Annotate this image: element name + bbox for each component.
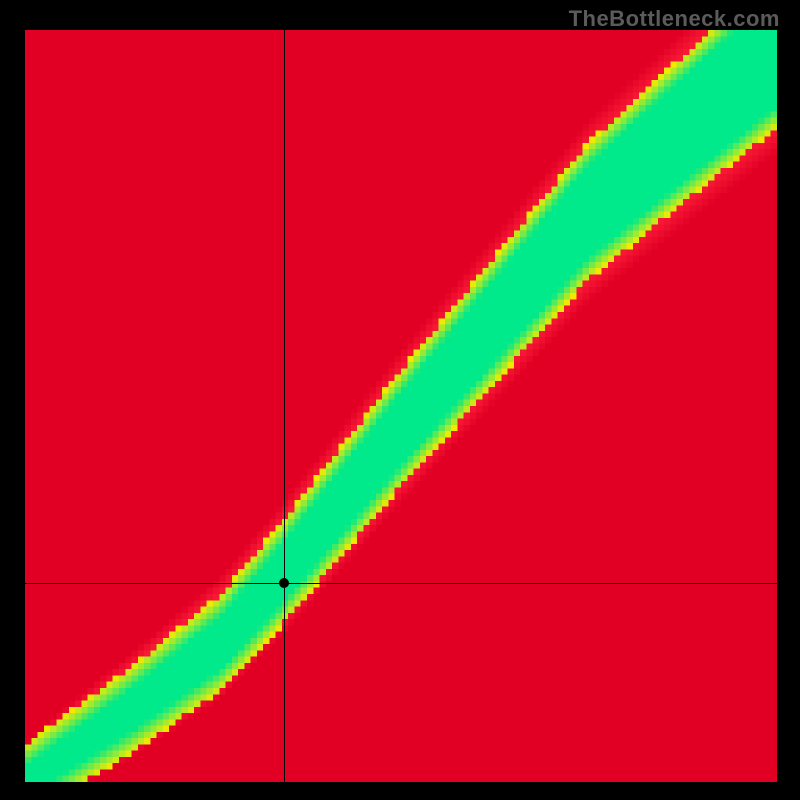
crosshair-vertical bbox=[284, 30, 285, 782]
chart-container: TheBottleneck.com bbox=[0, 0, 800, 800]
heatmap-canvas bbox=[25, 30, 777, 782]
crosshair-horizontal bbox=[25, 583, 777, 584]
watermark-text: TheBottleneck.com bbox=[569, 6, 780, 32]
data-point-marker bbox=[279, 578, 289, 588]
heatmap-plot bbox=[25, 30, 777, 782]
